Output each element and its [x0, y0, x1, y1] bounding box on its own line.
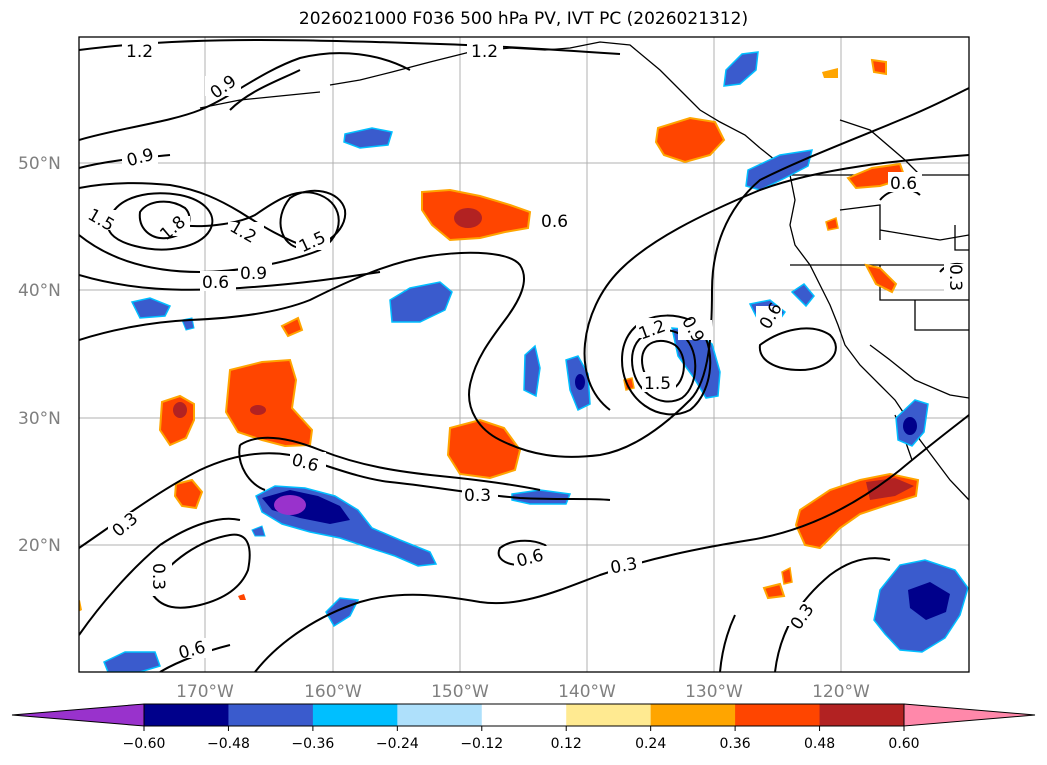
- colorbar-bin: [144, 704, 229, 726]
- colorbar-tick-label: 0.36: [720, 736, 751, 752]
- colorbar-tick-label: 0.12: [551, 736, 582, 752]
- lon-label-140w: 140°W: [558, 682, 616, 702]
- colorbar-tick-label: −0.12: [460, 736, 503, 752]
- longitude-labels: 170°W 160°W 150°W 140°W 130°W 120°W: [176, 682, 870, 702]
- latitude-labels: 50°N 40°N 30°N 20°N: [18, 154, 61, 556]
- contour-label: 0.3: [148, 563, 168, 590]
- contour-label: 0.6: [202, 273, 229, 293]
- colorbar-tick-label: 0.48: [804, 736, 835, 752]
- colorbar-outline: [143, 703, 905, 727]
- shaded-anomalies: [79, 51, 969, 672]
- colorbar-tick-label: −0.60: [123, 736, 166, 752]
- contour-label: 0.3: [945, 264, 965, 291]
- contour-label: 1.5: [644, 374, 671, 394]
- colorbar-tick-label: −0.24: [376, 736, 419, 752]
- colorbar-tick-label: −0.36: [291, 736, 334, 752]
- contour-label: 0.3: [464, 486, 491, 506]
- colorbar-extend-over: [903, 703, 1036, 727]
- contour-label: 0.6: [890, 174, 917, 194]
- colorbar-bin: [481, 704, 567, 726]
- colorbar-bin: [228, 704, 314, 726]
- coastlines: [199, 41, 969, 501]
- colorbar: −0.60 −0.48 −0.36 −0.24 −0.12 0.12 0.24 0.36 0.4…: [11, 703, 1036, 752]
- contour-label: 0.3: [609, 554, 639, 578]
- contour-label: 0.9: [240, 264, 267, 284]
- contour-label: 0.6: [541, 212, 568, 232]
- colorbar-bin: [566, 704, 652, 726]
- lat-label-50n: 50°N: [18, 154, 61, 174]
- colorbar-tick-label: 0.24: [635, 736, 666, 752]
- colorbar-extend-under: [11, 703, 145, 727]
- contour-label: 1.2: [126, 42, 153, 62]
- lat-label-30n: 30°N: [18, 409, 61, 429]
- map-background: [79, 37, 969, 672]
- lon-label-130w: 130°W: [685, 682, 743, 702]
- map-frame: [78, 36, 970, 673]
- contour-label: 1.2: [471, 42, 498, 62]
- lat-label-20n: 20°N: [18, 536, 61, 556]
- colorbar-tick-label: −0.48: [207, 736, 250, 752]
- lat-label-40n: 40°N: [18, 281, 61, 301]
- colorbar-bin: [650, 704, 736, 726]
- lon-label-170w: 170°W: [176, 682, 234, 702]
- lon-label-160w: 160°W: [304, 682, 362, 702]
- colorbar-bin: [819, 704, 905, 726]
- pv-contours: [79, 38, 969, 672]
- lon-label-150w: 150°W: [431, 682, 489, 702]
- contour-labels: 1.2 1.2 0.9 0.9 1.5 1.8 1.2 1.5 0.9 0.6 …: [84, 40, 969, 664]
- colorbar-bin: [312, 704, 398, 726]
- colorbar-tick-label: 0.60: [888, 736, 919, 752]
- lon-label-120w: 120°W: [812, 682, 870, 702]
- colorbar-bin: [735, 704, 821, 726]
- colorbar-bin: [397, 704, 483, 726]
- map-title: 2026021000 F036 500 hPa PV, IVT PC (2026…: [298, 9, 749, 29]
